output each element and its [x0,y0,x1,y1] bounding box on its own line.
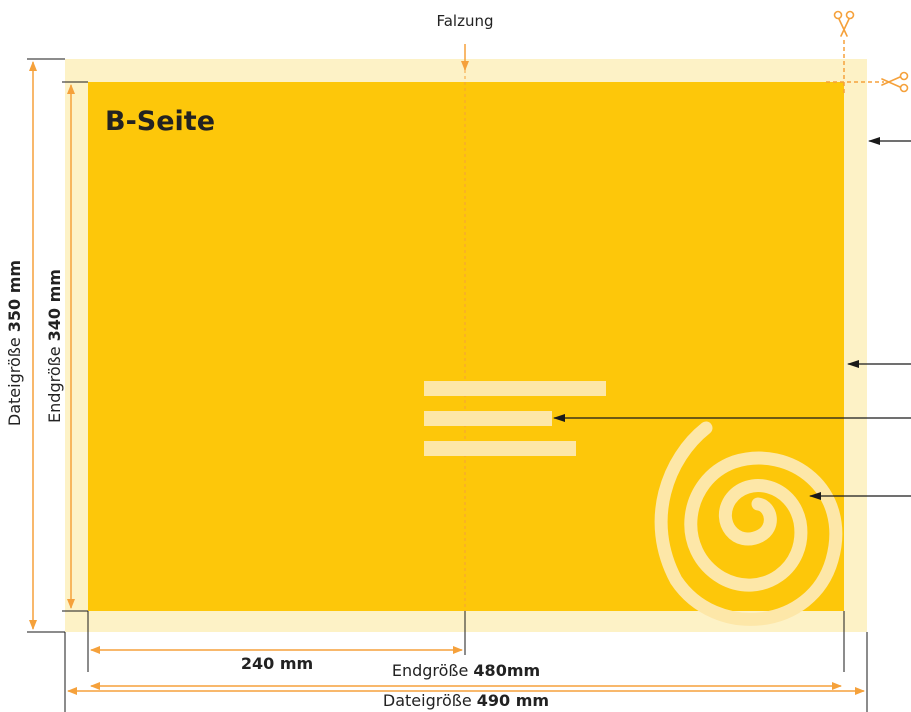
text-placeholder-line [424,411,552,426]
final-height-label: Endgröße 340 mm [45,269,64,423]
scissors-icon [833,10,855,37]
fold-label: Falzung [436,12,493,30]
side-title: B-Seite [105,106,215,137]
scissors-icon [881,71,909,93]
extension-lines [27,58,868,712]
final-width-label: Endgröße 480mm [392,661,540,680]
spiral-graphic [654,421,843,626]
page-area [88,82,844,611]
text-placeholder-line [424,381,606,396]
file-height-label: Dateigröße 350 mm [5,260,24,426]
half-width-label: 240 mm [241,654,313,673]
text-placeholder-line [424,441,576,456]
file-width-label: Dateigröße 490 mm [383,691,549,710]
